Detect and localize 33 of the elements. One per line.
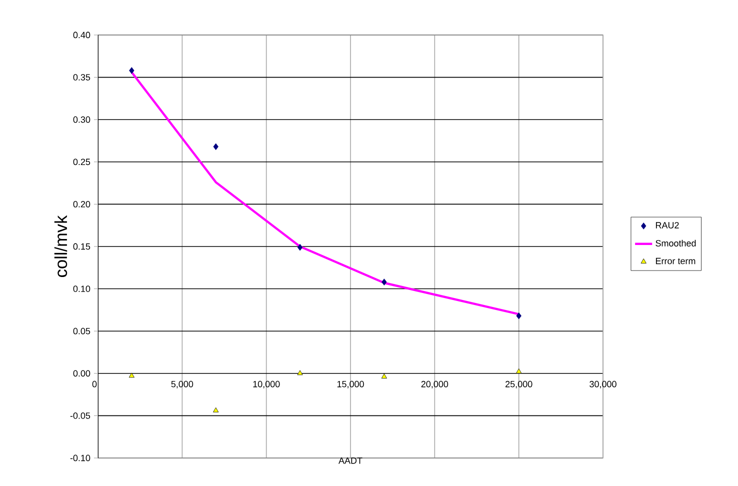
legend-label: Smoothed xyxy=(656,240,696,246)
x-tick-label: 25,000 xyxy=(506,380,532,388)
point xyxy=(213,143,218,150)
point xyxy=(297,370,303,376)
y-tick-label: -0.05 xyxy=(70,412,90,419)
point xyxy=(381,374,387,378)
x-tick-label: 0 xyxy=(92,380,97,388)
y-tick-label: 0.25 xyxy=(73,158,90,166)
y-tick-label: 0.20 xyxy=(73,201,90,208)
y-tick-label: 0.00 xyxy=(73,370,90,377)
point xyxy=(129,67,134,74)
point xyxy=(382,278,387,286)
y-tick-label: 0.30 xyxy=(73,116,90,123)
x-tick-label: 5,000 xyxy=(171,380,194,388)
y-tick-label: 0.40 xyxy=(73,32,90,38)
y-tick-label: -0.10 xyxy=(70,454,90,462)
point xyxy=(297,244,303,251)
x-tick-label: 15,000 xyxy=(337,380,364,388)
y-axis-title: coll/mvk xyxy=(54,215,68,277)
x-tick-label: 10,000 xyxy=(253,380,280,388)
point xyxy=(516,368,522,374)
point xyxy=(213,407,219,412)
point xyxy=(516,312,522,320)
x-tick-label: 20,000 xyxy=(421,380,448,388)
y-tick-label: 0.10 xyxy=(73,286,90,292)
legend-label: Error term xyxy=(656,258,696,264)
y-tick-label: 0.05 xyxy=(73,328,90,334)
x-tick-label: 30,000 xyxy=(590,380,616,388)
y-tick-label: 0.15 xyxy=(73,243,90,250)
point xyxy=(128,372,134,378)
y-tick-label: 0.35 xyxy=(73,74,90,80)
x-axis-title: AADT xyxy=(338,458,362,464)
legend-label: RAU2 xyxy=(656,222,679,228)
